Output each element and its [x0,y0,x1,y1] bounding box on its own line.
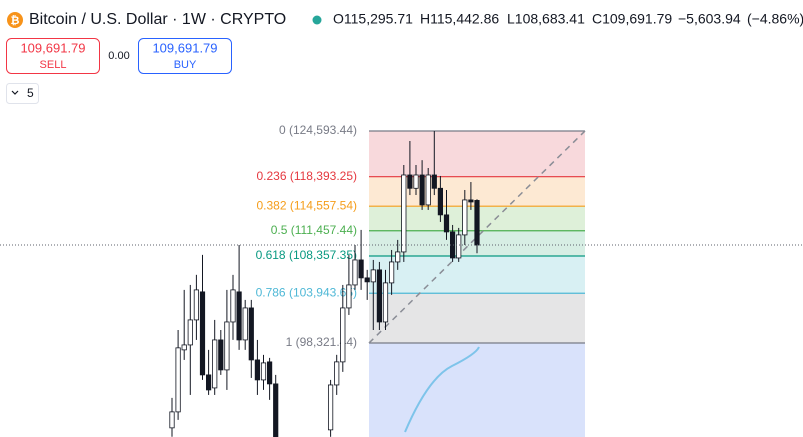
candle-body [260,362,267,381]
buy-button[interactable]: 109,691.79 BUY [138,38,232,74]
candle-body [248,307,254,361]
fib-zone [369,131,585,177]
candle-body [175,347,181,413]
chart: 0 (124,593.44) 0.236 (118,393.25) 0.382 (1… [0,123,803,437]
candle-body [193,289,199,321]
candle-body [376,269,383,323]
candle-body [199,291,206,376]
buy-price[interactable]: 109,691.79 [152,40,217,55]
fib-label: 0.382 (114,557.54) [256,198,357,212]
ohlc-high: H115,442.86 [420,11,499,27]
btc-symbol: ₿ [11,15,20,27]
candle-body [224,321,230,371]
candle-body [212,339,218,389]
candle-body [425,174,431,206]
fib-label: 1 (98,321.44) [286,335,357,349]
ohlc-open: O115,295.71 [333,11,413,27]
quantity-box[interactable] [6,83,39,104]
quantity-dropdown[interactable]: 5 [6,83,39,104]
candle-body [266,361,273,385]
fib-zone [369,255,585,294]
candle-body [334,361,340,386]
buy-box[interactable] [138,38,232,74]
candle-body [218,339,224,371]
candle-body [431,174,437,189]
candle-body [230,289,236,323]
candle-body [419,174,425,206]
indicator-curve [404,346,480,433]
fib-zone [369,293,585,343]
ohlc-low: L108,683.41 [507,11,585,27]
candle-body [462,199,468,236]
spread: 0.00 [108,50,129,62]
candle-body [169,411,175,429]
buy-label[interactable]: BUY [174,59,197,71]
symbol-title: Bitcoin / U.S. Dollar · 1W · CRYPTO [29,11,286,28]
candle-body [382,282,389,323]
fib-label: 0 (124,593.44) [279,123,357,137]
candle-body [364,277,370,283]
candle-body [413,174,419,189]
candle-body [358,259,364,279]
candle-body [242,307,248,341]
fib-zone [369,343,585,437]
candle-body [187,319,193,346]
candle-body [437,187,444,216]
sell-price[interactable]: 109,691.79 [20,40,85,55]
candle-body [181,344,187,351]
candle-body [443,214,450,233]
candle-body [395,251,401,263]
ohlc-close: C109,691.79 [592,11,672,27]
candle-body [346,284,352,309]
change: −5,603.94 [678,11,741,27]
fib-label: 0.236 (118,393.25) [256,169,357,183]
candle-body [407,174,413,189]
fib-label: 0.786 (103,943.65) [256,285,357,299]
quantity[interactable]: 5 [27,86,34,100]
candle-body [254,359,260,381]
candle-body [205,374,212,391]
candle-body [273,383,279,437]
change-pct: (−4.86%) [747,11,803,27]
market-status [312,15,322,25]
fib-label: 0.618 (108,357.35) [256,248,357,262]
candle-body [449,231,456,259]
candle-body [468,199,474,203]
candle-body [327,384,334,431]
btc-icon [7,12,23,28]
candle-body [474,200,480,246]
candle-body [388,261,395,284]
candle-body [352,259,358,286]
chevron[interactable] [11,90,19,95]
candle-body [340,307,346,363]
sell-box[interactable] [6,38,100,74]
candle-body [370,269,376,283]
sell-label[interactable]: SELL [40,59,67,71]
candle-body [236,291,242,341]
candle-body [456,234,462,259]
candle-body [401,174,407,253]
sell-button[interactable]: 109,691.79 SELL [6,38,100,74]
fib-label: 0.5 (111,457.44) [271,223,357,237]
